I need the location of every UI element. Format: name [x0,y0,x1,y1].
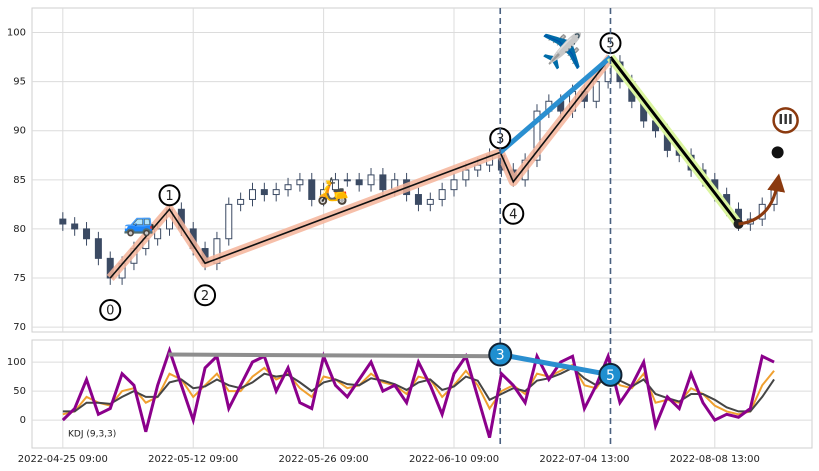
candle-body [426,198,434,205]
candle-body [331,179,339,191]
candle-body [450,179,458,191]
candle-body [462,169,470,181]
kdj-line [62,366,775,413]
wave-label: 0 [106,304,114,319]
y-tick-label: 100 [7,357,26,368]
y-tick-label: 90 [13,126,26,137]
x-tick-label: 2022-06-10 09:00 [409,454,499,465]
marker-link [499,352,611,378]
wave-label: 1 [165,189,173,204]
marker-label: 3 [496,348,505,364]
x-tick-label: 2022-05-12 09:00 [148,454,238,465]
y-tick-label: 0 [20,415,26,426]
kdj-line [61,345,775,438]
x-tick-label: 2022-05-26 09:00 [279,454,369,465]
target-label: III [778,113,793,128]
x-tick-label: 2022-08-08 13:00 [670,454,760,465]
candle-body [296,179,304,186]
indicator-label: KDJ (9,3,3) [68,430,116,440]
y-tick-label: 80 [13,224,26,235]
wave-label-circle [502,202,525,225]
candle-body [260,189,268,196]
wave-label: 5 [606,37,614,52]
candle-body [308,179,316,200]
candle-body [343,179,351,182]
candle-body [225,203,233,240]
candle-body [237,198,245,205]
candle-body [414,194,422,205]
projection-arrow [738,173,786,226]
candle-body [59,218,67,225]
icon: ✈️ [541,31,583,72]
trend-line [168,352,501,359]
candle-body [272,189,280,196]
candle-body [355,179,363,186]
candle-body [367,174,375,186]
wave-3-5-line [498,55,613,155]
marker-circle [488,342,513,367]
x-tick-label: 2022-04-25 09:00 [18,454,108,465]
y-tick-label: 95 [13,77,26,88]
icon: 🚙 [123,208,155,238]
wave-line [109,56,612,279]
wave-label-circle [158,184,181,207]
candle-body [320,189,328,200]
y-tick-label: 75 [13,273,26,284]
y-tick-label: 100 [7,28,26,39]
wave-label-circle [194,284,217,307]
candle-body [284,184,292,191]
y-tick-label: 50 [13,386,26,397]
candle-body [94,238,102,259]
wave-label: 4 [509,207,517,222]
correction-line [609,56,740,225]
wave-label-circle [99,299,122,321]
x-tick-label: 2022-07-04 13:00 [539,454,629,465]
candle-body [533,110,541,161]
plot-frame [31,339,813,449]
target-point [771,146,784,159]
candle-body [379,174,387,191]
y-tick-label: 70 [13,322,26,333]
target-label-circle [772,107,799,134]
wave-label: 2 [201,289,209,304]
marker-label: 5 [606,368,615,384]
candle-body [83,228,91,240]
candle-body [71,223,79,230]
marker-circle [598,362,623,387]
candle-body [248,189,256,200]
candle-body [438,189,446,200]
icon: 🛵 [316,176,348,206]
y-tick-label: 85 [13,175,26,186]
